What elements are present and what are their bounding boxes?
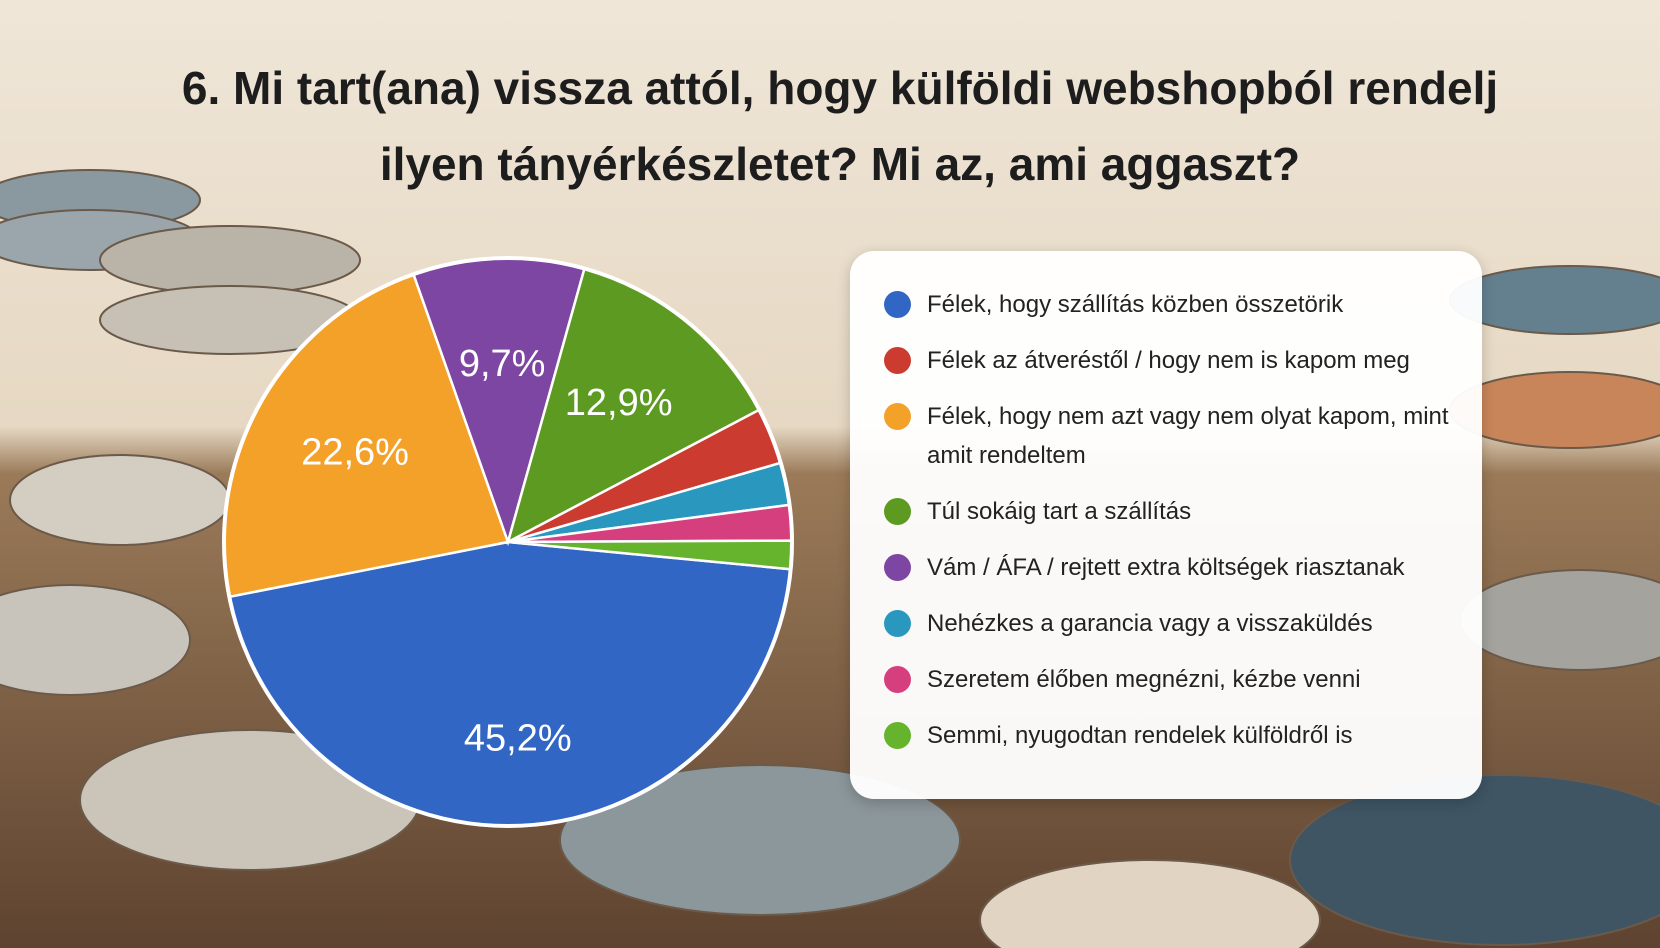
legend-item: Félek az átveréstől / hogy nem is kapom … — [884, 341, 1474, 380]
value-label: 45,2% — [464, 718, 572, 760]
legend-item: Félek, hogy szállítás közben összetörik — [884, 285, 1474, 324]
legend-label: Vám / ÁFA / rejtett extra költségek rias… — [927, 554, 1405, 581]
legend-marker — [884, 666, 911, 693]
pie: 45,2% 22,6% 9,7% 12,9% — [222, 256, 794, 828]
plates-decoration — [0, 169, 1660, 948]
legend-item: Vám / ÁFA / rejtett extra költségek rias… — [884, 548, 1474, 587]
legend-label: Félek, hogy szállítás közben összetörik — [927, 291, 1344, 318]
legend-marker — [884, 291, 911, 318]
legend-marker — [884, 554, 911, 581]
legend-label: Túl sokáig tart a szállítás — [927, 498, 1192, 525]
legend-label: Szeretem élőben megnézni, kézbe venni — [927, 666, 1361, 693]
chart-title: 6. Mi tart(ana) vissza attól, hogy külfö… — [181, 62, 1499, 190]
value-label: 12,9% — [565, 382, 673, 424]
legend-marker — [884, 498, 911, 525]
legend-item: Semmi, nyugodtan rendelek külföldről is — [884, 716, 1474, 755]
legend-marker — [884, 347, 911, 374]
legend-item: Túl sokáig tart a szállítás — [884, 492, 1474, 531]
legend-item: Nehézkes a garancia vagy a visszaküldés — [884, 604, 1474, 643]
value-label: 22,6% — [301, 432, 409, 474]
legend-marker — [884, 610, 911, 637]
value-label: 9,7% — [459, 343, 546, 385]
pie-outline — [222, 256, 794, 828]
legend-label: Félek, hogy nem azt vagy nem olyat kapom… — [927, 403, 1449, 469]
legend-marker — [884, 722, 911, 749]
legend-item: Szeretem élőben megnézni, kézbe venni — [884, 660, 1474, 699]
legend: Félek, hogy szállítás közben összetörik F… — [850, 251, 1482, 799]
legend-marker — [884, 403, 911, 430]
legend-label: Semmi, nyugodtan rendelek külföldről is — [927, 722, 1353, 749]
legend-item: Félek, hogy nem azt vagy nem olyat kapom… — [884, 397, 1474, 475]
legend-label: Nehézkes a garancia vagy a visszaküldés — [927, 610, 1373, 637]
legend-label: Félek az átveréstől / hogy nem is kapom … — [927, 347, 1410, 374]
